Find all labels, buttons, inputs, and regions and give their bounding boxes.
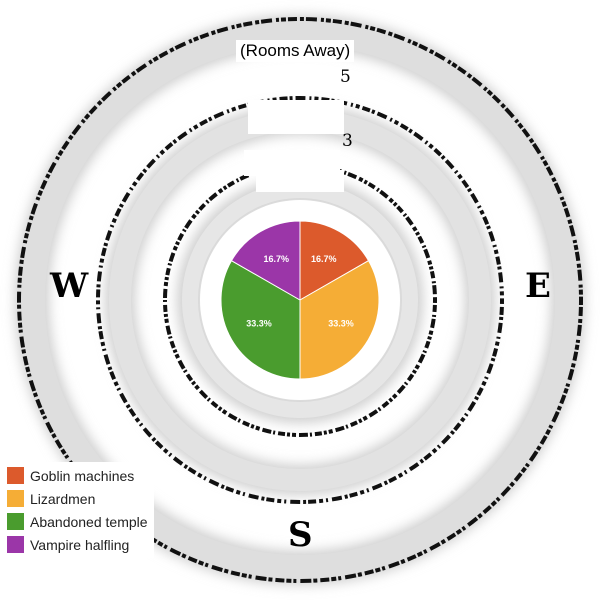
legend-label: Lizardmen — [30, 490, 96, 507]
pie-slice-label: 33.3% — [328, 319, 354, 329]
pie-slice-label: 33.3% — [246, 319, 272, 329]
legend-swatch — [7, 536, 24, 553]
label-mask — [256, 170, 344, 192]
legend-item[interactable]: Abandoned temple — [7, 510, 148, 533]
legend-item[interactable]: Lizardmen — [7, 487, 148, 510]
outer-ring — [15, 15, 585, 585]
compass-south-label: S — [288, 515, 313, 555]
pie-slice[interactable] — [299, 259, 380, 380]
chart-legend: Goblin machines Lizardmen Abandoned temp… — [5, 462, 154, 558]
compass-east-label: E — [525, 266, 551, 306]
compass-west-label: W — [50, 266, 89, 306]
rooms-away-label: (Rooms Away) — [236, 40, 355, 62]
legend-swatch — [7, 467, 24, 484]
legend-item[interactable]: Goblin machines — [7, 464, 148, 487]
pie-slice-label: 16.7% — [311, 254, 337, 264]
legend-swatch — [7, 490, 24, 507]
pie-slice[interactable] — [220, 259, 301, 380]
label-mask — [248, 100, 344, 134]
legend-label: Vampire halfling — [30, 536, 130, 553]
pie-chart: 16.7% 33.3% 33.3% 16.7% — [220, 220, 380, 380]
ring-distance-label: 3 — [342, 131, 353, 151]
legend-label: Goblin machines — [30, 467, 135, 484]
pie-slice-label: 16.7% — [263, 254, 289, 264]
ring-distance-label: 5 — [340, 67, 351, 87]
legend-item[interactable]: Vampire halfling — [7, 533, 148, 556]
pie-slice[interactable] — [299, 220, 370, 301]
legend-swatch — [7, 513, 24, 530]
pie-slice[interactable] — [230, 220, 301, 301]
legend-label: Abandoned temple — [30, 513, 148, 530]
